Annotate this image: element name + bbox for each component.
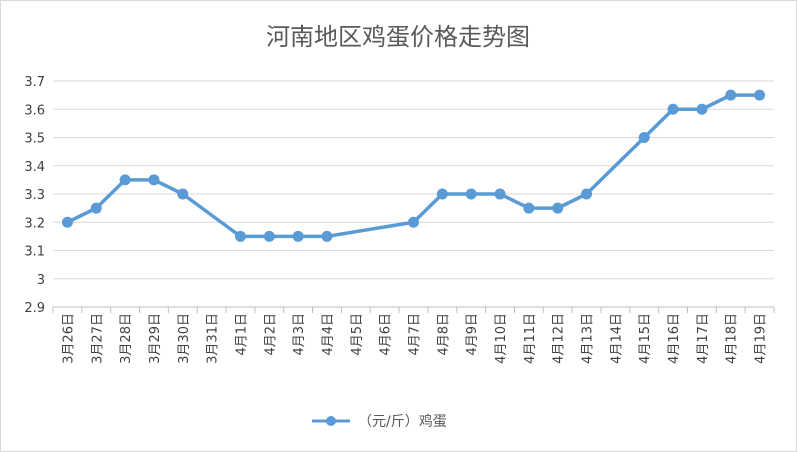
series-layer <box>61 89 766 242</box>
x-axis-tick-labels: 3月26日 3月27日 3月28日 3月29日 3月30日 3月31日 4月1日 4月2日 4月… <box>61 313 768 364</box>
data-point <box>148 174 160 186</box>
data-point <box>552 202 564 214</box>
y-axis-tick-labels: 2.9 3 3.1 3.2 3.3 3.4 3.5 3.6 3.7 <box>24 75 45 316</box>
data-point <box>494 188 506 200</box>
x-tick-label: 4月11日 <box>523 313 538 364</box>
x-tick-label: 4月13日 <box>581 313 596 364</box>
y-tick-label: 3.2 <box>24 216 45 231</box>
y-tick-label: 3.7 <box>24 75 45 90</box>
y-tick-label: 3.3 <box>24 188 45 203</box>
data-point <box>321 230 333 242</box>
data-point <box>234 230 246 242</box>
data-point <box>465 188 477 200</box>
data-point <box>667 103 679 115</box>
data-point <box>90 202 102 214</box>
x-tick-label: 4月18日 <box>725 313 740 364</box>
x-tick-label: 4月17日 <box>696 313 711 364</box>
data-point <box>408 216 419 228</box>
data-point <box>725 89 737 101</box>
x-tick-label: 4月7日 <box>408 313 423 356</box>
gridlines <box>53 80 774 308</box>
data-point <box>754 89 766 101</box>
data-point <box>61 216 73 228</box>
x-tick-label: 3月30日 <box>177 313 192 364</box>
x-tick-label: 4月14日 <box>609 313 624 364</box>
y-tick-label: 3.6 <box>24 103 45 118</box>
x-tick-label: 3月26日 <box>61 313 76 364</box>
data-point <box>638 132 650 143</box>
y-tick-label: 3.4 <box>24 160 45 175</box>
y-tick-label: 3.5 <box>24 132 45 147</box>
x-tick-label: 4月1日 <box>234 313 249 356</box>
x-tick-label: 4月19日 <box>754 313 769 364</box>
x-tick-label: 4月4日 <box>321 313 336 356</box>
data-point <box>696 103 708 115</box>
x-tick-label: 3月27日 <box>90 313 105 364</box>
data-point <box>177 188 189 200</box>
legend-dot-marker <box>326 416 336 426</box>
x-tick-label: 4月6日 <box>379 313 394 356</box>
x-tick-label: 4月3日 <box>292 313 307 356</box>
data-point <box>263 230 275 242</box>
y-tick-label: 3 <box>37 273 45 288</box>
x-tick-label: 3月31日 <box>206 313 221 364</box>
data-point <box>581 188 593 200</box>
data-point <box>119 174 131 186</box>
legend: （元/斤）鸡蛋 <box>312 413 447 430</box>
x-tick-label: 3月28日 <box>119 313 134 364</box>
data-point <box>436 188 448 200</box>
y-tick-label: 2.9 <box>24 301 45 316</box>
x-tick-label: 4月16日 <box>667 313 682 364</box>
x-tick-label: 4月9日 <box>465 313 480 356</box>
data-point <box>523 202 535 214</box>
data-point <box>292 230 304 242</box>
x-tick-label: 4月10日 <box>494 313 509 364</box>
x-axis <box>52 307 775 313</box>
x-tick-label: 4月5日 <box>350 313 365 356</box>
x-tick-label: 4月15日 <box>638 313 653 364</box>
x-tick-label: 4月8日 <box>436 313 451 356</box>
chart-title: 河南地区鸡蛋价格走势图 <box>266 23 530 51</box>
x-tick-label: 4月12日 <box>552 313 567 364</box>
x-tick-label: 4月2日 <box>263 313 278 356</box>
y-tick-label: 3.1 <box>24 245 45 260</box>
legend-label: （元/斤）鸡蛋 <box>358 413 447 430</box>
x-tick-label: 3月29日 <box>148 313 163 364</box>
